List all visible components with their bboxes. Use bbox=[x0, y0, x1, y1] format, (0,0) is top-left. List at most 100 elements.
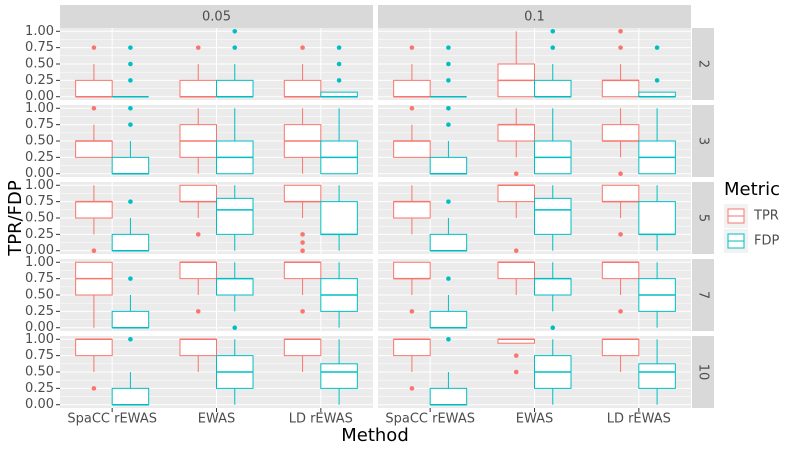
outlier bbox=[550, 325, 556, 331]
outlier bbox=[446, 105, 451, 111]
y-tick-label: 0.25 bbox=[25, 381, 54, 396]
y-tick-label: 1.00 bbox=[25, 24, 54, 39]
outlier bbox=[446, 45, 451, 50]
y-tick-label: 0.00 bbox=[25, 243, 54, 258]
box bbox=[283, 79, 322, 98]
box bbox=[283, 338, 322, 357]
box bbox=[638, 363, 676, 389]
outlier bbox=[128, 122, 133, 127]
row-strip-label: 7 bbox=[696, 291, 711, 299]
box bbox=[283, 261, 322, 280]
outlier bbox=[232, 45, 238, 50]
y-tick-label: 0.25 bbox=[25, 227, 54, 242]
box bbox=[429, 310, 468, 329]
row-strip-label: 5 bbox=[696, 214, 711, 222]
outlier bbox=[128, 45, 133, 50]
y-tick-label: 1.00 bbox=[25, 101, 54, 116]
box bbox=[497, 184, 536, 203]
outlier bbox=[300, 240, 305, 245]
y-tick-label: 0.75 bbox=[25, 271, 54, 286]
box bbox=[179, 338, 218, 357]
outlier bbox=[195, 232, 201, 237]
strip bbox=[692, 336, 714, 408]
x-tick-label: LD rEWAS bbox=[607, 412, 671, 427]
y-tick-label: 0.00 bbox=[25, 397, 54, 412]
row-strip-label: 3 bbox=[696, 137, 711, 145]
outlier bbox=[300, 309, 305, 314]
outlier bbox=[446, 78, 451, 83]
y-tick-label: 1.00 bbox=[25, 255, 54, 270]
outlier bbox=[513, 353, 519, 358]
box bbox=[320, 363, 358, 389]
box bbox=[638, 201, 676, 235]
box bbox=[393, 201, 431, 219]
legend-label: TPR bbox=[753, 209, 779, 224]
row-strip-label: 2 bbox=[696, 60, 711, 68]
outlier bbox=[513, 369, 519, 375]
box bbox=[75, 201, 113, 219]
y-axis-title: TPR/FDP bbox=[5, 180, 26, 257]
y-tick-label: 0.50 bbox=[25, 211, 54, 226]
y-tick-label: 0.25 bbox=[25, 73, 54, 88]
box bbox=[75, 338, 113, 357]
box bbox=[497, 261, 536, 280]
y-tick-label: 0.25 bbox=[25, 304, 54, 319]
box bbox=[216, 278, 254, 296]
box bbox=[283, 184, 322, 203]
outlier bbox=[128, 105, 133, 111]
box bbox=[601, 184, 640, 203]
outlier bbox=[513, 248, 519, 254]
outlier bbox=[91, 105, 97, 111]
box bbox=[393, 79, 431, 98]
box bbox=[429, 387, 468, 406]
outlier bbox=[128, 61, 133, 67]
y-tick-label: 0.75 bbox=[25, 348, 54, 363]
outlier bbox=[128, 78, 133, 83]
y-tick-label: 1.00 bbox=[25, 332, 54, 347]
box bbox=[393, 261, 431, 280]
outlier bbox=[409, 386, 415, 391]
outlier bbox=[336, 78, 342, 83]
legend-title: Metric bbox=[724, 179, 780, 200]
outlier bbox=[195, 45, 201, 50]
outlier bbox=[232, 28, 238, 34]
outlier bbox=[618, 171, 623, 177]
box bbox=[393, 140, 431, 158]
legend-label: FDP bbox=[754, 234, 779, 249]
outlier bbox=[409, 45, 415, 50]
box bbox=[393, 338, 431, 357]
box bbox=[111, 233, 150, 252]
outlier bbox=[409, 309, 415, 314]
box bbox=[111, 387, 150, 406]
strip bbox=[692, 182, 714, 254]
x-tick-label: SpaCC rEWAS bbox=[67, 412, 157, 427]
outlier bbox=[654, 78, 660, 83]
box bbox=[320, 201, 358, 235]
outlier bbox=[550, 28, 556, 34]
box bbox=[534, 79, 572, 98]
y-tick-label: 0.75 bbox=[25, 194, 54, 209]
box bbox=[216, 79, 254, 98]
outlier bbox=[300, 248, 305, 254]
box bbox=[179, 184, 218, 203]
col-strip-label: 0.1 bbox=[524, 10, 545, 25]
outlier bbox=[550, 45, 556, 50]
outlier bbox=[409, 105, 415, 111]
strip bbox=[692, 259, 714, 331]
row-strip-label: 10 bbox=[696, 364, 711, 381]
outlier bbox=[195, 309, 201, 314]
box bbox=[601, 79, 640, 98]
box bbox=[534, 197, 572, 235]
x-tick-label: SpaCC rEWAS bbox=[385, 412, 475, 427]
y-tick-label: 0.00 bbox=[25, 166, 54, 181]
y-tick-label: 0.50 bbox=[25, 57, 54, 72]
outlier bbox=[446, 122, 451, 127]
box bbox=[216, 197, 254, 235]
box bbox=[429, 233, 468, 252]
x-tick-label: EWAS bbox=[198, 412, 236, 427]
outlier bbox=[446, 61, 451, 67]
outlier bbox=[300, 232, 305, 237]
outlier bbox=[618, 45, 623, 50]
